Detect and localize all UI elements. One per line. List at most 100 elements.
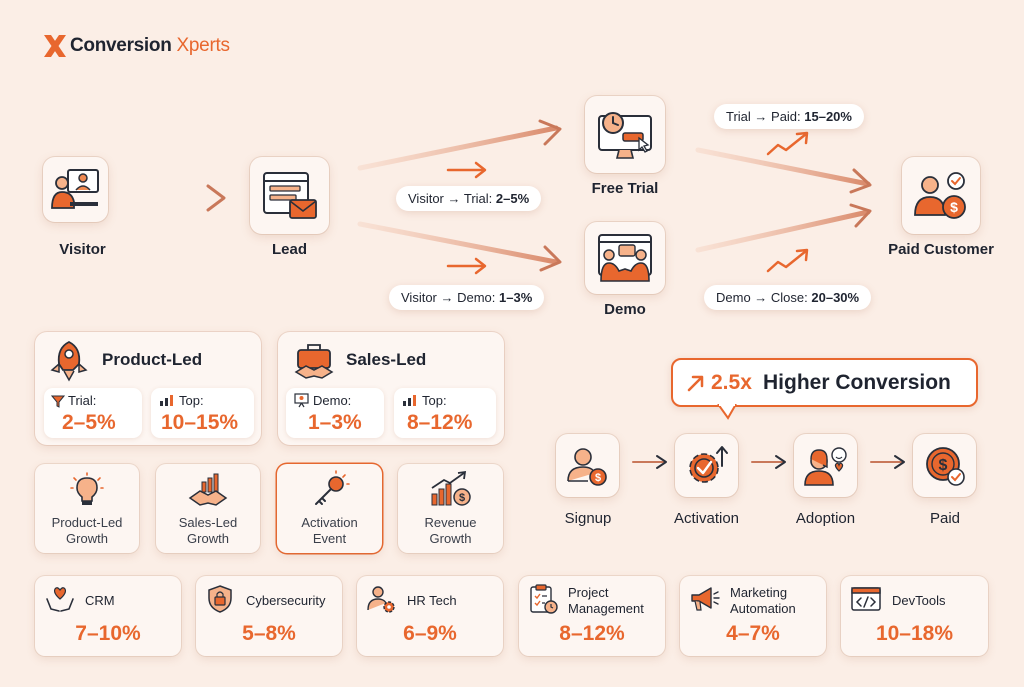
arrow-trial-paid [695,147,872,194]
product-led-growth-line1: Product-Led [51,515,123,530]
trial-paid-rate-value: 15–20% [804,109,852,124]
industry-card-cybersecurity: Cybersecurity 5–8% [196,576,342,656]
industry-hr-tech-name: HR Tech [407,593,457,608]
paid-customer-icon: $ [914,171,966,219]
activation-event-line2: Event [312,531,347,546]
sales-led-top-box: Top: 8–12% [394,388,496,438]
industry-devtools-name: DevTools [892,593,946,608]
demo-node [585,222,665,294]
step-arrow-2 [751,455,786,469]
rocket-icon [50,340,88,382]
industry-project-management-name: Project [568,585,609,600]
revenue-growth-line2: Growth [429,531,472,546]
person-gear-icon [367,586,395,613]
callout-multiplier: 2.5x [711,371,752,394]
activation-step [675,434,738,497]
handshake-chart-icon [188,473,228,506]
shield-lock-icon [208,585,232,613]
activation-event-card: Activation Event [277,464,382,553]
revenue-chart-icon: $ [431,470,471,506]
sales-led-growth-card: Sales-Led Growth [156,464,260,553]
free-trial-icon [598,111,652,159]
step-arrows [632,455,905,469]
free-trial-node [585,96,665,173]
visitor-demo-rate-value: 1–3% [499,290,533,305]
svg-text:$: $ [594,472,600,484]
lightbulb-icon [70,472,104,505]
product-led-top-label: Top: [179,393,204,408]
demo-label: Demo [604,301,646,318]
paid-step: $ [913,434,976,497]
product-led-card: Product-Led Trial: 2–5% Top: 10–15% [35,332,261,445]
sales-led-growth-line1: Sales-Led [178,515,238,530]
industry-card-marketing-automation: Marketing Automation 4–7% [680,576,826,656]
product-led-top-value: 10–15% [161,411,239,434]
industry-card-devtools: DevTools 10–18% [841,576,988,656]
higher-conversion-callout: 2.5x Higher Conversion [671,358,978,407]
small-right-arrow-trial [446,161,487,179]
lead-form-icon [262,171,317,219]
small-right-arrow-demo [446,257,487,275]
svg-text:$: $ [459,492,465,504]
product-led-trial-label: Trial: [68,393,97,408]
sales-led-card: Sales-Led Demo: 1–3% Top: 8–12% [278,332,504,445]
product-led-growth-card: Product-Led Growth [35,464,139,553]
adoption-icon [803,446,847,486]
callout-pointer [717,404,737,420]
product-led-trial-value: 2–5% [62,411,116,434]
free-trial-label: Free Trial [591,180,659,197]
trial-paid-rate-prefix: Trial → Paid: [726,109,805,124]
signup-label: Signup [564,510,612,527]
paid-coin-icon: $ [925,446,965,486]
visitor-trial-rate-value: 2–5% [495,191,530,206]
bar-chart-icon [160,395,173,406]
bar-chart-icon [403,395,416,406]
revenue-growth-card: $ Revenue Growth [398,464,503,553]
briefcase-handshake-icon [294,344,334,379]
adoption-step [794,434,857,497]
paid-customer-node: $ [902,157,980,234]
industry-marketing-automation-value: 4–7% [726,622,780,645]
demo-close-rate-value: 20–30% [811,290,860,305]
sales-led-demo-value: 1–3% [308,411,362,434]
revenue-growth-line1: Revenue [424,515,477,530]
activation-gear-icon [688,445,728,483]
activation-label: Activation [673,510,740,527]
activation-event-line1: Activation [301,515,358,530]
demo-close-rate-prefix: Demo → Close: [716,290,812,305]
visitor-label: Visitor [59,241,106,258]
visitor-trial-rate-prefix: Visitor → Trial: [408,191,496,206]
industry-cybersecurity-name: Cybersecurity [246,593,326,608]
arrow-visitor-lead [148,184,226,212]
visitor-node [43,157,108,222]
industry-crm-value: 7–10% [75,622,141,645]
trend-up-arrow-demo [766,248,809,273]
arrow-lead-trial [357,119,562,171]
paid-label: Paid [929,510,961,527]
visitor-trial-rate-pill: Visitor → Trial: 2–5% [396,186,542,211]
trend-up-icon [687,375,704,392]
industry-card-hr-tech: HR Tech 6–9% [357,576,503,656]
funnel-icon [51,395,65,408]
svg-text:$: $ [950,199,958,215]
logo-x-icon [44,35,66,57]
industry-card-crm: CRM 7–10% [35,576,181,656]
demo-handshake-icon [598,234,652,282]
arrow-lead-demo [357,221,562,272]
presentation-icon [294,393,309,408]
sales-led-demo-box: Demo: 1–3% [286,388,384,438]
sales-led-demo-label: Demo: [313,393,352,408]
logo-text-2: Xperts [176,35,230,56]
adoption-label: Adoption [795,510,856,527]
industry-cybersecurity-value: 5–8% [242,622,296,645]
visitor-icon [50,168,99,209]
trend-up-arrow-trial [766,131,809,156]
industry-marketing-automation-name2: Automation [730,601,796,616]
industry-crm-name: CRM [85,593,115,608]
product-led-growth-line2: Growth [66,531,108,546]
visitor-demo-rate-prefix: Visitor → Demo: [401,290,500,305]
industry-project-management-value: 8–12% [559,622,625,645]
sales-led-top-value: 8–12% [407,411,473,434]
key-icon [315,470,350,505]
visitor-demo-rate-pill: Visitor → Demo: 1–3% [389,285,545,310]
